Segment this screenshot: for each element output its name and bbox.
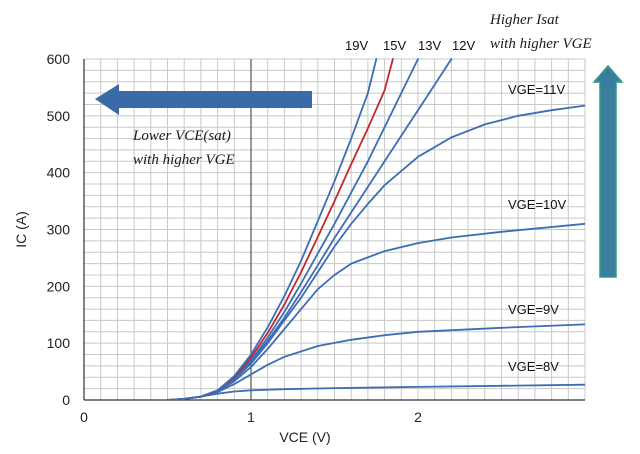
curve-label-vge-8v: VGE=8V	[508, 359, 559, 374]
y-axis-title: IC (A)	[13, 211, 29, 248]
y-tick-label: 300	[47, 222, 71, 238]
top-note-line-2: with higher VGE	[490, 36, 592, 52]
x-tick-label: 1	[247, 409, 255, 425]
y-tick-label: 500	[47, 108, 71, 124]
curve-label-vge-10v: VGE=10V	[508, 197, 567, 212]
axes: 0 100 200 300 400 500 600 0 1 2 VCE (V) IC (A)	[13, 51, 585, 445]
x-tick-label: 0	[80, 409, 88, 425]
curve-label-vge-9v: VGE=9V	[508, 302, 559, 317]
curve-label-13v: 13V	[418, 38, 441, 53]
up-arrow-icon	[592, 64, 624, 278]
y-tick-label: 200	[47, 278, 71, 294]
left-arrow-annotation: Lower VCE(sat) with higher VGE	[95, 84, 312, 168]
x-tick-label: 2	[414, 409, 422, 425]
left-note-line-2: with higher VGE	[133, 152, 235, 168]
y-tick-label: 100	[47, 335, 71, 351]
curve-labels: VGE=8V VGE=9V VGE=10V VGE=11V 12V 13V 15V 19V	[345, 38, 567, 374]
curve-label-12v: 12V	[452, 38, 475, 53]
curve-label-19v: 19V	[345, 38, 368, 53]
left-note-line-1: Lower VCE(sat)	[132, 128, 231, 144]
curves	[166, 58, 585, 400]
up-arrow-annotation: Higher Isat with higher VGE	[489, 12, 624, 278]
x-axis-title: VCE (V)	[279, 429, 330, 445]
curve-label-vge-11v: VGE=11V	[508, 82, 566, 97]
curve-label-15v: 15V	[383, 38, 406, 53]
grid	[83, 58, 586, 401]
y-tick-label: 400	[47, 165, 71, 181]
y-tick-label: 600	[47, 51, 71, 67]
left-arrow-icon	[95, 84, 312, 115]
y-tick-label: 0	[62, 392, 70, 408]
curve-19v	[166, 58, 378, 400]
top-note-line-1: Higher Isat	[489, 12, 560, 28]
